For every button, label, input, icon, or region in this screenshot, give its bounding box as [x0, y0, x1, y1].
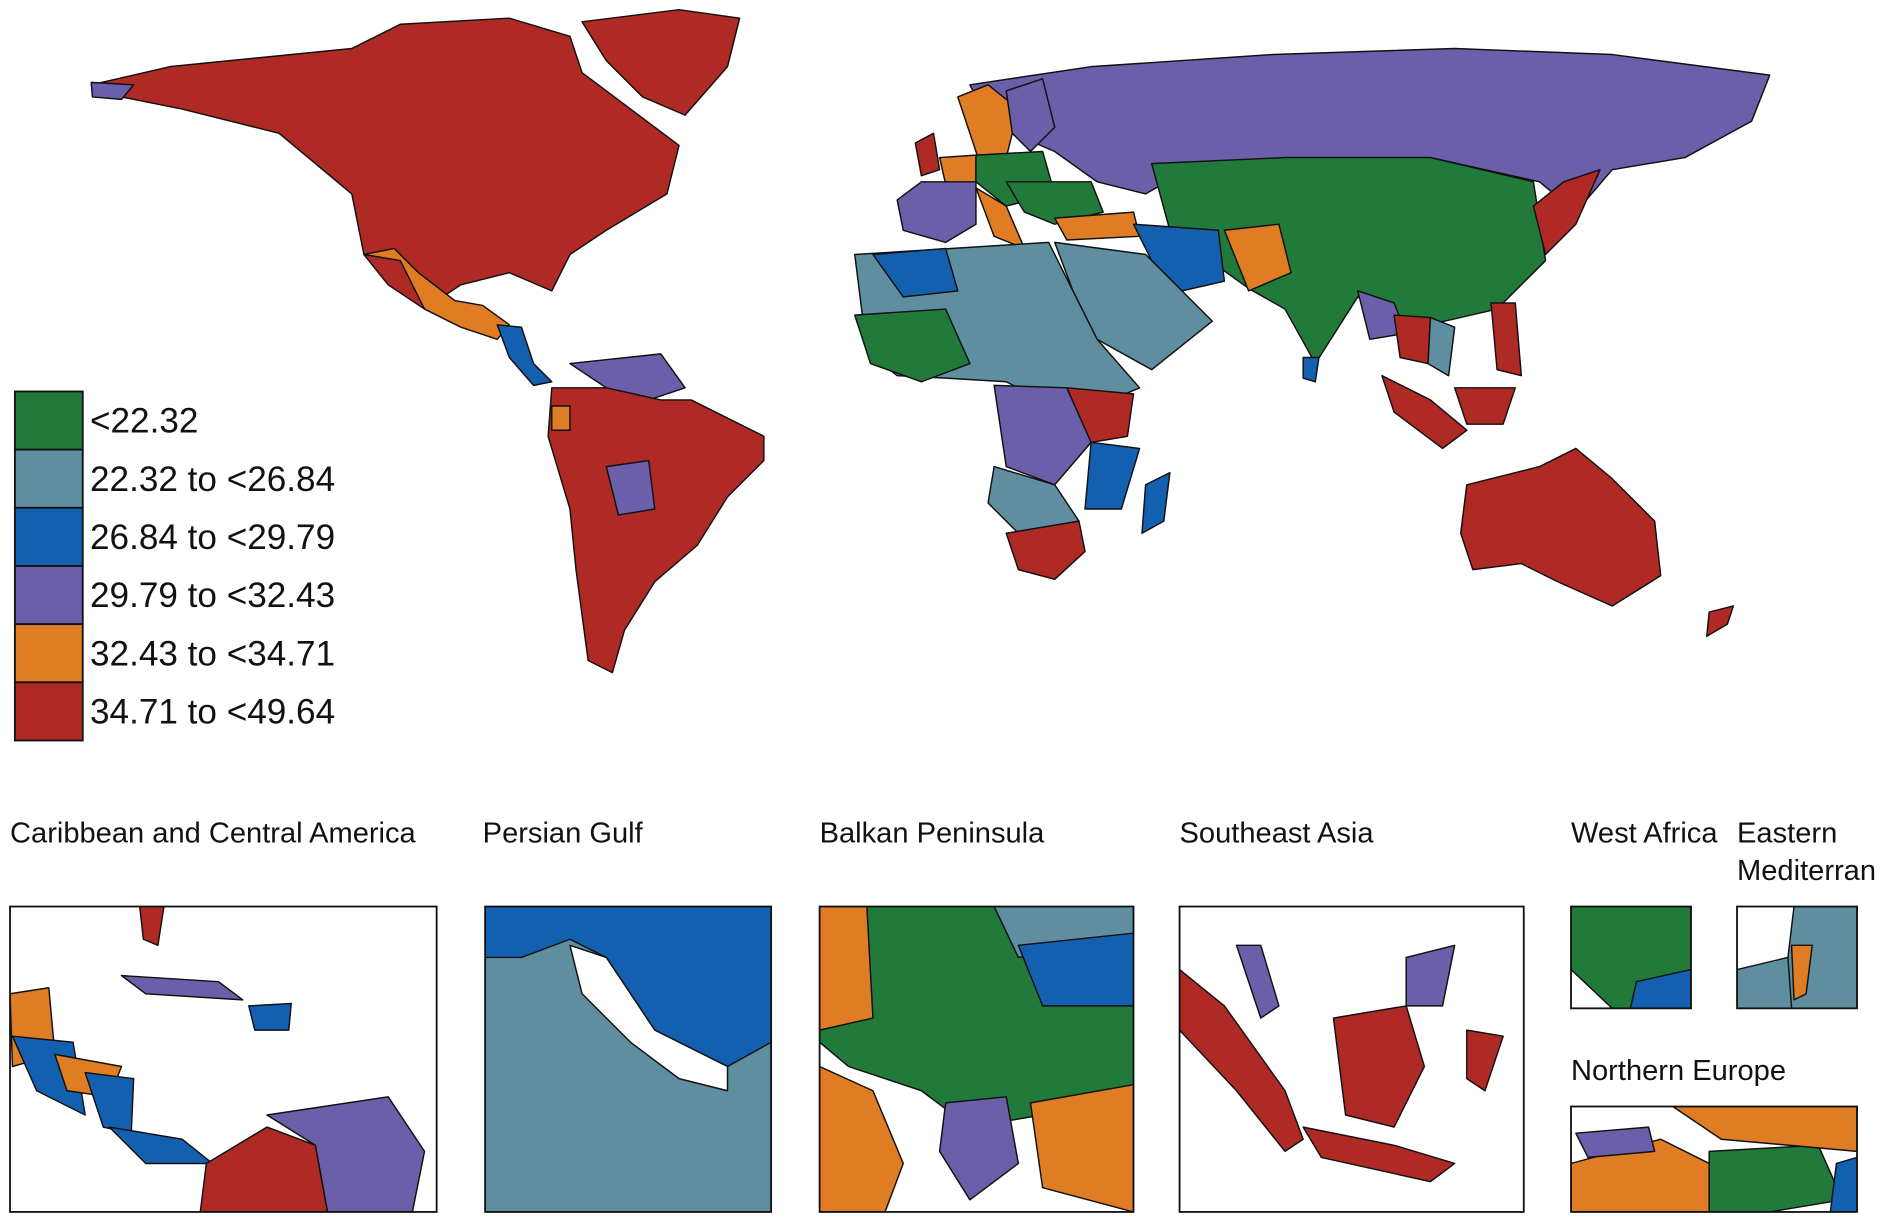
inset-title: Southeast Asia [1180, 817, 1375, 849]
inset-map [819, 906, 1134, 1212]
region [1141, 471, 1171, 534]
region [1017, 932, 1134, 1007]
region [1235, 944, 1280, 1019]
region [1706, 605, 1735, 637]
region [1302, 1126, 1456, 1183]
region [896, 181, 977, 244]
inset-map [1179, 944, 1504, 1183]
region [1393, 314, 1432, 365]
region [1179, 968, 1304, 1153]
region [90, 81, 135, 101]
inset-frame [9, 905, 438, 1213]
region [1405, 944, 1456, 1007]
region [1829, 1156, 1858, 1212]
insets: Caribbean and Central America Persian Gul… [9, 817, 1876, 1213]
region [854, 308, 971, 383]
inset-map [10, 906, 426, 1212]
legend-swatch [13, 681, 84, 742]
inset-title: Mediterran [1737, 855, 1876, 887]
legend-label: 22.32 to <26.84 [90, 460, 335, 499]
inset-map [485, 906, 772, 1212]
region [90, 17, 680, 310]
inset-title: West Africa [1571, 817, 1718, 849]
inset-title: Persian Gulf [483, 817, 644, 849]
region [872, 247, 959, 298]
region [1575, 1126, 1656, 1159]
region [120, 974, 244, 1001]
region [138, 906, 165, 947]
region [1466, 1029, 1504, 1092]
region [363, 247, 511, 341]
legend-label: 26.84 to <29.79 [90, 518, 335, 557]
region [1005, 78, 1056, 153]
region [993, 384, 1092, 486]
inset-map [1571, 906, 1691, 1009]
inset-frame [484, 905, 773, 1213]
region [1490, 302, 1523, 377]
region [547, 387, 765, 674]
inset-frame [1570, 1105, 1858, 1213]
region [938, 154, 977, 185]
inset-frame [1570, 905, 1692, 1010]
legend-swatch [13, 565, 84, 626]
region [1066, 387, 1135, 444]
legend: <22.32 22.32 to <26.84 26.84 to <29.79 29.7… [13, 390, 335, 742]
region [551, 405, 571, 431]
region [1381, 374, 1468, 450]
world-map [90, 8, 1771, 674]
region [108, 1126, 214, 1165]
region [914, 132, 941, 177]
region [1005, 520, 1086, 581]
region [819, 906, 874, 1031]
region [581, 8, 741, 116]
region [1427, 316, 1456, 377]
region [1029, 1083, 1134, 1212]
inset-title: Northern Europe [1571, 1055, 1786, 1087]
inset-title: Balkan Peninsula [820, 817, 1046, 849]
region [1790, 944, 1813, 1001]
region [1084, 441, 1141, 510]
region [1672, 1106, 1858, 1153]
region [496, 324, 553, 387]
inset-frame [1178, 905, 1525, 1213]
inset-map [1571, 1106, 1858, 1212]
region [1332, 1005, 1426, 1128]
region [938, 1096, 1020, 1201]
region [819, 1065, 904, 1212]
region [84, 1071, 135, 1134]
region [1453, 387, 1516, 425]
region [266, 1096, 426, 1212]
region [1737, 956, 1793, 1009]
legend-label: <22.32 [90, 402, 198, 441]
legend-swatch [13, 448, 84, 509]
region [605, 459, 656, 516]
region [1302, 356, 1320, 383]
inset-frame [818, 905, 1135, 1213]
region [248, 1002, 292, 1031]
region [1629, 968, 1691, 1009]
legend-swatch [13, 623, 84, 684]
region [1708, 1144, 1844, 1212]
legend-label: 32.43 to <34.71 [90, 634, 335, 673]
legend-label: 34.71 to <49.64 [90, 693, 335, 732]
inset-title: Caribbean and Central America [10, 817, 417, 849]
region [1532, 168, 1601, 256]
legend-label: 29.79 to <32.43 [90, 576, 335, 615]
inset-title: Eastern [1737, 817, 1837, 849]
region [1223, 223, 1292, 292]
region [1132, 223, 1226, 292]
water [569, 944, 729, 1092]
inset-frame [1736, 905, 1858, 1010]
legend-swatch [13, 506, 84, 567]
region [1459, 447, 1662, 607]
region [569, 353, 686, 401]
legend-swatch [13, 390, 84, 451]
inset-map [1737, 906, 1858, 1009]
